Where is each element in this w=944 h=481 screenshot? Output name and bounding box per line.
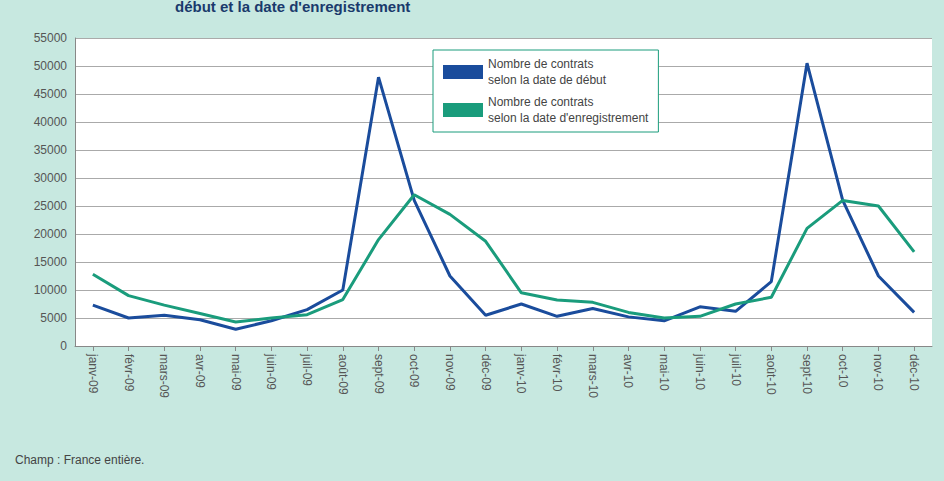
svg-text:janv-09: janv-09 [86, 353, 100, 394]
svg-text:selon la date de début: selon la date de début [488, 73, 607, 87]
svg-text:20000: 20000 [34, 227, 68, 241]
svg-text:juin-09: juin-09 [264, 353, 278, 390]
svg-text:mai-10: mai-10 [657, 354, 671, 391]
svg-text:avr-09: avr-09 [193, 354, 207, 388]
svg-text:10000: 10000 [34, 283, 68, 297]
svg-text:oct-10: oct-10 [836, 354, 850, 388]
svg-text:30000: 30000 [34, 171, 68, 185]
svg-text:févr-09: févr-09 [122, 354, 136, 392]
svg-text:août-09: août-09 [336, 354, 350, 395]
svg-text:oct-09: oct-09 [407, 354, 421, 388]
svg-text:40000: 40000 [34, 115, 68, 129]
svg-text:mars-10: mars-10 [586, 354, 600, 398]
svg-text:Champ : France entière.: Champ : France entière. [15, 453, 144, 467]
svg-text:mai-09: mai-09 [229, 354, 243, 391]
svg-text:sept-09: sept-09 [372, 354, 386, 394]
svg-text:15000: 15000 [34, 255, 68, 269]
svg-text:août-10: août-10 [764, 354, 778, 395]
svg-text:Nombre de contrats: Nombre de contrats [488, 95, 593, 109]
svg-text:selon la date d'enregistrement: selon la date d'enregistrement [488, 111, 649, 125]
svg-text:55000: 55000 [34, 31, 68, 45]
svg-text:févr-10: févr-10 [550, 354, 564, 392]
svg-text:nov-10: nov-10 [871, 354, 885, 391]
svg-text:déc-09: déc-09 [479, 354, 493, 391]
svg-text:sept-10: sept-10 [800, 354, 814, 394]
svg-text:45000: 45000 [34, 87, 68, 101]
svg-text:déc-10: déc-10 [907, 354, 921, 391]
svg-text:25000: 25000 [34, 199, 68, 213]
svg-text:0: 0 [60, 339, 67, 353]
svg-text:avr-10: avr-10 [621, 354, 635, 388]
svg-text:35000: 35000 [34, 143, 68, 157]
svg-text:juil-10: juil-10 [729, 353, 743, 386]
svg-text:5000: 5000 [40, 311, 67, 325]
svg-text:janv-10: janv-10 [514, 353, 528, 394]
svg-text:juin-10: juin-10 [693, 353, 707, 390]
svg-text:50000: 50000 [34, 59, 68, 73]
svg-text:début et la date d'enregistrem: début et la date d'enregistrement [175, 0, 410, 15]
svg-text:nov-09: nov-09 [443, 354, 457, 391]
svg-text:mars-09: mars-09 [157, 354, 171, 398]
svg-text:juil-09: juil-09 [300, 353, 314, 386]
svg-text:Nombre de contrats: Nombre de contrats [488, 57, 593, 71]
